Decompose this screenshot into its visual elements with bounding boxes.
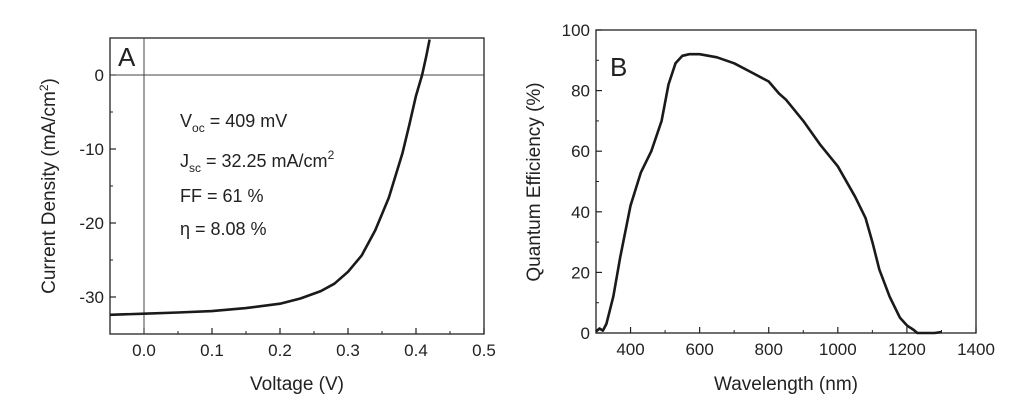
- x-tick-label: 0.0: [132, 341, 156, 360]
- ff-annotation: FF = 61 %: [180, 186, 264, 206]
- y-tick-label: -20: [79, 214, 104, 233]
- x-tick-label: 1400: [957, 340, 995, 359]
- panel-b: B 400 600 800 1000 1200 1400 0 20 40 60 80 100 Wave…: [524, 21, 995, 395]
- panel-a-x-axis-label: Voltage (V): [250, 374, 344, 395]
- panel-b-x-axis-label: Wavelength (nm): [714, 374, 858, 395]
- x-tick-label: 1000: [819, 340, 857, 359]
- y-tick-label: 20: [571, 263, 590, 282]
- x-tick-label: 800: [755, 340, 783, 359]
- panel-a-label: A: [118, 42, 136, 72]
- y-tick-label: -10: [79, 140, 104, 159]
- eta-annotation: η = 8.08 %: [180, 219, 267, 239]
- y-tick-label: -30: [79, 288, 104, 307]
- panel-a: A 0.0 0.1 0.2 0.3 0.4 0.5 0 -10 -20 -30 Voltage (…: [37, 37, 496, 395]
- x-tick-label: 0.4: [404, 341, 428, 360]
- y-tick-label: 80: [571, 82, 590, 101]
- x-tick-label: 400: [616, 340, 644, 359]
- voc-annotation: Voc = 409 mV: [180, 111, 287, 135]
- y-tick-label: 100: [562, 21, 590, 40]
- y-tick-label: 60: [571, 142, 590, 161]
- panel-a-frame: [109, 37, 485, 335]
- x-tick-label: 0.5: [472, 341, 496, 360]
- x-tick-label: 0.2: [268, 341, 292, 360]
- y-tick-label: 0: [581, 324, 590, 343]
- series-line: [595, 52, 942, 335]
- y-tick-label: 0: [95, 66, 104, 85]
- x-tick-label: 600: [685, 340, 713, 359]
- series-line: [109, 39, 431, 317]
- panel-b-y-axis-label: Quantum Efficiency (%): [524, 82, 545, 281]
- panel-b-frame: [595, 29, 977, 334]
- jsc-annotation: Jsc = 32.25 mA/cm2: [180, 148, 335, 175]
- annotations: Voc = 409 mV Jsc = 32.25 mA/cm2 FF = 61 …: [180, 111, 335, 239]
- x-tick-label: 0.1: [200, 341, 224, 360]
- x-tick-label: 0.3: [336, 341, 360, 360]
- panel-a-y-axis-label: Current Density (mA/cm2): [37, 78, 60, 294]
- panel-b-label: B: [610, 52, 627, 82]
- y-tick-label: 40: [571, 203, 590, 222]
- x-tick-label: 1200: [888, 340, 926, 359]
